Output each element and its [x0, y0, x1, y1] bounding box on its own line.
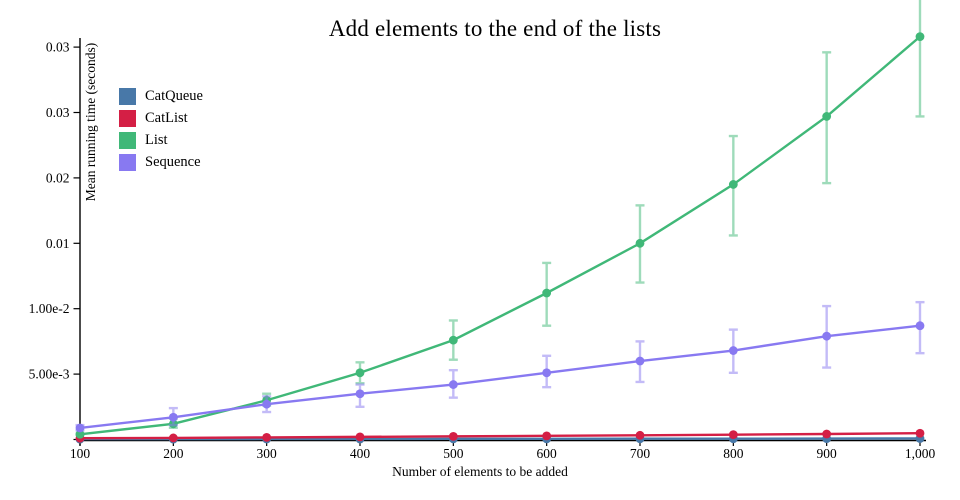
series-sequence	[75, 300, 925, 433]
y-tick-label: 0.03	[46, 40, 70, 55]
series-list	[75, 0, 925, 439]
data-point	[448, 431, 458, 441]
legend: CatQueue CatList List Sequence	[119, 85, 203, 173]
data-point	[355, 389, 365, 399]
data-point	[728, 180, 738, 189]
x-tick-label: 100	[70, 446, 91, 461]
x-tick-label: 300	[257, 446, 278, 461]
series-line	[79, 324, 921, 430]
legend-item-list[interactable]: List	[119, 129, 203, 151]
x-tick-label: 900	[817, 446, 838, 461]
data-point	[262, 399, 272, 409]
y-tick-label: 1.00e-2	[29, 301, 70, 316]
data-point	[728, 430, 738, 440]
data-point	[355, 432, 365, 442]
data-point	[635, 430, 645, 440]
catqueue-swatch-icon	[119, 87, 136, 105]
data-point	[75, 423, 85, 433]
legend-item-sequence[interactable]: Sequence	[119, 151, 203, 173]
y-tick-label: 0.03	[46, 105, 70, 120]
list-swatch-icon	[119, 131, 136, 149]
series-line	[80, 437, 921, 441]
data-point	[822, 112, 832, 121]
x-tick-label: 500	[443, 446, 464, 461]
data-point	[542, 431, 552, 441]
legend-item-catlist[interactable]: CatList	[119, 107, 203, 129]
x-axis-title: Number of elements to be added	[392, 464, 568, 479]
error-bars	[75, 0, 925, 437]
data-point	[915, 32, 925, 42]
y-tick-label: 0.02	[46, 170, 70, 185]
data-point	[448, 335, 458, 345]
legend-label: Sequence	[145, 153, 201, 170]
x-tick-label: 700	[630, 446, 651, 461]
legend-label: List	[145, 131, 168, 148]
data-point	[915, 321, 925, 331]
data-point	[822, 429, 832, 439]
catlist-swatch-icon	[119, 109, 136, 127]
series-line	[79, 432, 921, 440]
data-point	[75, 429, 85, 439]
data-point	[635, 238, 645, 248]
data-point	[168, 433, 178, 443]
x-tick-label: 600	[537, 446, 558, 461]
data-point	[728, 346, 738, 355]
data-point	[915, 428, 925, 438]
error-bars	[75, 300, 925, 432]
data-point	[542, 288, 552, 298]
series-line	[79, 35, 921, 436]
y-axis-title: Mean running time (seconds)	[83, 42, 98, 202]
data-point	[635, 356, 645, 366]
x-tick-label: 800	[723, 446, 744, 461]
y-tick-label: 0.01	[46, 236, 70, 251]
legend-label: CatList	[145, 109, 188, 126]
data-point	[542, 368, 552, 378]
data-point	[355, 368, 365, 378]
data-point	[262, 433, 272, 442]
x-tick-label: 1,000	[905, 446, 936, 461]
x-tick-label: 400	[350, 446, 371, 461]
legend-item-catqueue[interactable]: CatQueue	[119, 85, 203, 107]
y-tick-label: 5.00e-3	[29, 367, 70, 382]
chart-title: Add elements to the end of the lists	[328, 16, 662, 41]
sequence-swatch-icon	[119, 153, 136, 171]
data-point	[822, 331, 832, 341]
data-point	[168, 412, 178, 422]
x-tick-label: 200	[163, 446, 184, 461]
legend-label: CatQueue	[145, 87, 203, 104]
data-point	[448, 380, 458, 389]
